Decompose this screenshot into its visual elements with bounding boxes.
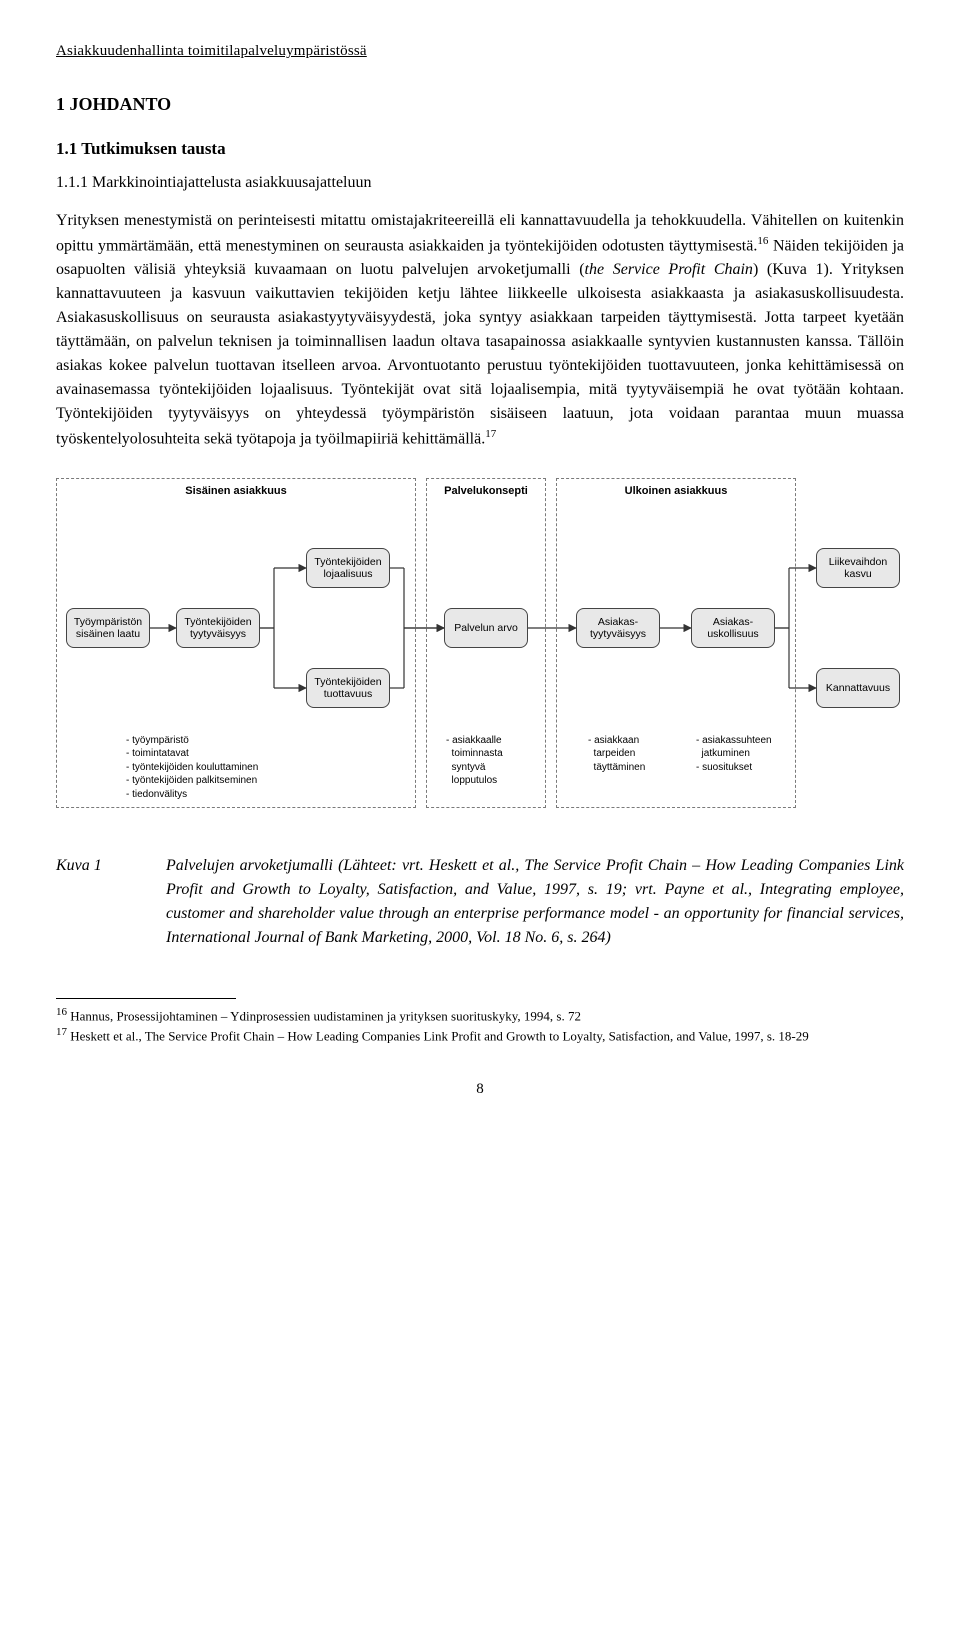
figure-caption-key: Kuva 1 xyxy=(56,854,166,950)
diagram-node-n4: Työntekijöidentuottavuus xyxy=(306,668,390,708)
diagram-node-n7: Asiakas-uskollisuus xyxy=(691,608,775,648)
diagram-node-n5: Palvelun arvo xyxy=(444,608,528,648)
diagram-note-2: - asiakkaan tarpeiden täyttäminen xyxy=(588,734,645,775)
diagram-group-label: Palvelukonsepti xyxy=(427,479,545,500)
diagram-node-n2: Työntekijöidentyytyväisyys xyxy=(176,608,260,648)
diagram-node-n3: Työntekijöidenlojaalisuus xyxy=(306,548,390,588)
diagram-group-label: Sisäinen asiakkuus xyxy=(57,479,415,500)
running-head: Asiakkuudenhallinta toimitilapalveluympä… xyxy=(56,40,904,63)
diagram-node-n1: Työympäristönsisäinen laatu xyxy=(66,608,150,648)
diagram-node-n8: Liikevaihdonkasvu xyxy=(816,548,900,588)
heading-level-1: 1 JOHDANTO xyxy=(56,91,904,118)
page-number: 8 xyxy=(56,1078,904,1101)
footnotes: 16 Hannus, Prosessijohtaminen – Ydinpros… xyxy=(56,1005,904,1045)
body-paragraph: Yrityksen menestymistä on perinteisesti … xyxy=(56,209,904,452)
diagram-note-1: - asiakkaalle toiminnasta syntyvä lopput… xyxy=(446,734,503,788)
footnote-separator xyxy=(56,998,236,999)
diagram-note-0: - työympäristö- toimintatavat- työntekij… xyxy=(126,734,258,802)
figure-caption: Kuva 1 Palvelujen arvoketjumalli (Lähtee… xyxy=(56,854,904,950)
heading-level-3: 1.1.1 Markkinointiajattelusta asiakkuusa… xyxy=(56,171,904,195)
diagram-node-n6: Asiakas-tyytyväisyys xyxy=(576,608,660,648)
diagram-group-label: Ulkoinen asiakkuus xyxy=(557,479,795,500)
service-profit-chain-diagram: Sisäinen asiakkuus Palvelukonsepti Ulkoine… xyxy=(56,478,904,838)
diagram-node-n9: Kannattavuus xyxy=(816,668,900,708)
heading-level-2: 1.1 Tutkimuksen tausta xyxy=(56,136,904,162)
footnote-17: 17 Heskett et al., The Service Profit Ch… xyxy=(56,1025,904,1045)
diagram-note-3: - asiakassuhteen jatkuminen- suositukset xyxy=(696,734,772,775)
figure-caption-text: Palvelujen arvoketjumalli (Lähteet: vrt.… xyxy=(166,854,904,950)
footnote-16: 16 Hannus, Prosessijohtaminen – Ydinpros… xyxy=(56,1005,904,1025)
